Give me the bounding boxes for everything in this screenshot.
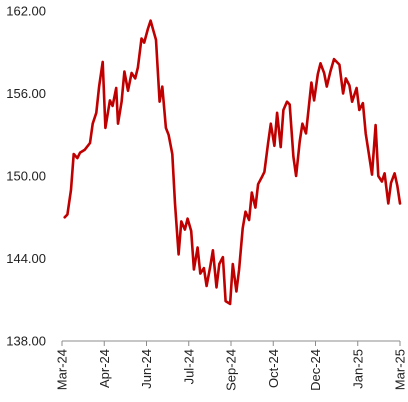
x-tick-label: Apr-24 — [97, 349, 112, 388]
y-tick-label: 138.00 — [6, 334, 46, 349]
x-tick-label: Jan-25 — [350, 349, 365, 389]
y-tick-label: 144.00 — [6, 251, 46, 266]
series-layer — [63, 19, 402, 306]
y-tick-label: 150.00 — [6, 169, 46, 184]
y-tick-label: 156.00 — [6, 86, 46, 101]
y-axis-ticks: 138.00 144.00 150.00 156.00 162.00 — [6, 4, 46, 349]
y-tick-label: 162.00 — [6, 4, 46, 19]
price-series-line — [63, 19, 402, 306]
x-tick-label: Mar-25 — [393, 349, 408, 390]
x-tick-label: Dec-24 — [308, 349, 323, 391]
x-tick-label: Oct-24 — [266, 349, 281, 388]
x-axis-ticks: Mar-24 Apr-24 Jun-24 Jul-24 Sep-24 Oct-24 Dec-… — [55, 341, 408, 391]
x-tick-label: Jul-24 — [181, 349, 196, 384]
x-tick-label: Sep-24 — [224, 349, 239, 391]
x-tick-label: Jun-24 — [139, 349, 154, 389]
x-tick-label: Mar-24 — [55, 349, 70, 390]
